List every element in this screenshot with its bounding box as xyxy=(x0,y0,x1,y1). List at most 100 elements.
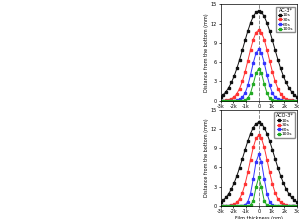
100s xyxy=(268,97,272,99)
Legend: 10s, 30s, 60s, 100s: 10s, 30s, 60s, 100s xyxy=(274,112,295,138)
X-axis label: Film thickness (nm): Film thickness (nm) xyxy=(235,111,283,116)
10s xyxy=(279,175,282,177)
100s xyxy=(235,99,239,102)
10s xyxy=(295,95,299,98)
60s xyxy=(230,99,233,102)
30s xyxy=(292,205,296,207)
60s xyxy=(284,205,288,207)
10s xyxy=(249,21,252,24)
60s xyxy=(279,99,282,102)
10s xyxy=(227,86,230,89)
60s xyxy=(257,153,260,156)
30s xyxy=(254,31,258,34)
10s xyxy=(251,126,255,129)
60s xyxy=(219,205,222,207)
60s xyxy=(235,99,239,102)
10s xyxy=(290,90,293,93)
30s xyxy=(273,80,277,83)
10s xyxy=(232,75,236,77)
60s xyxy=(265,73,269,76)
10s xyxy=(243,148,247,151)
60s xyxy=(241,204,244,207)
10s xyxy=(281,182,285,184)
Y-axis label: Distance from the bottom (mm): Distance from the bottom (mm) xyxy=(204,13,209,92)
30s xyxy=(232,203,236,206)
60s xyxy=(221,99,225,102)
100s xyxy=(254,186,258,188)
60s xyxy=(241,96,244,99)
30s xyxy=(243,183,247,185)
100s xyxy=(232,205,236,207)
10s xyxy=(292,199,296,201)
10s xyxy=(284,81,288,84)
100s xyxy=(221,205,225,207)
30s xyxy=(292,99,296,102)
10s xyxy=(284,188,288,190)
60s xyxy=(279,205,282,207)
10s xyxy=(265,132,269,135)
10s xyxy=(260,11,263,14)
10s xyxy=(257,121,260,124)
60s xyxy=(284,99,288,102)
10s xyxy=(232,182,236,184)
60s xyxy=(260,52,263,54)
30s xyxy=(287,99,291,101)
30s xyxy=(262,38,266,41)
30s xyxy=(279,201,282,204)
100s xyxy=(219,99,222,102)
100s xyxy=(249,204,252,207)
30s xyxy=(235,92,239,95)
30s xyxy=(249,158,252,161)
100s xyxy=(254,72,258,75)
30s xyxy=(279,92,282,95)
10s xyxy=(251,15,255,18)
Line: 10s: 10s xyxy=(219,10,298,98)
Legend: 10s, 30s, 60s, 100s: 10s, 30s, 60s, 100s xyxy=(276,7,295,32)
10s xyxy=(249,132,252,135)
Line: 30s: 30s xyxy=(219,134,298,207)
10s xyxy=(268,140,272,143)
10s xyxy=(219,201,222,203)
60s xyxy=(276,98,280,101)
Line: 30s: 30s xyxy=(219,29,298,102)
30s xyxy=(221,99,225,102)
30s xyxy=(246,171,250,174)
30s xyxy=(230,97,233,100)
100s xyxy=(287,205,291,207)
100s xyxy=(262,200,266,202)
100s xyxy=(230,99,233,102)
10s xyxy=(292,93,296,96)
10s xyxy=(238,166,242,169)
100s xyxy=(279,205,282,207)
60s xyxy=(249,192,252,195)
100s xyxy=(284,99,288,102)
100s xyxy=(243,205,247,207)
100s xyxy=(271,99,274,101)
60s xyxy=(243,92,247,94)
60s xyxy=(273,96,277,99)
100s xyxy=(230,205,233,207)
30s xyxy=(241,191,244,194)
10s xyxy=(235,67,239,70)
30s xyxy=(251,146,255,148)
100s xyxy=(227,205,230,207)
100s xyxy=(273,205,277,207)
30s xyxy=(257,29,260,31)
10s xyxy=(271,148,274,151)
100s xyxy=(276,99,280,102)
60s xyxy=(230,205,233,207)
30s xyxy=(281,95,285,98)
60s xyxy=(292,99,296,102)
10s xyxy=(276,166,280,169)
60s xyxy=(232,205,236,207)
60s xyxy=(224,99,228,102)
10s xyxy=(241,49,244,51)
60s xyxy=(295,99,299,102)
Line: 60s: 60s xyxy=(219,48,298,102)
60s xyxy=(262,62,266,64)
10s xyxy=(224,196,228,199)
10s xyxy=(246,140,250,143)
30s xyxy=(287,204,291,207)
60s xyxy=(238,205,242,207)
10s xyxy=(287,86,291,89)
